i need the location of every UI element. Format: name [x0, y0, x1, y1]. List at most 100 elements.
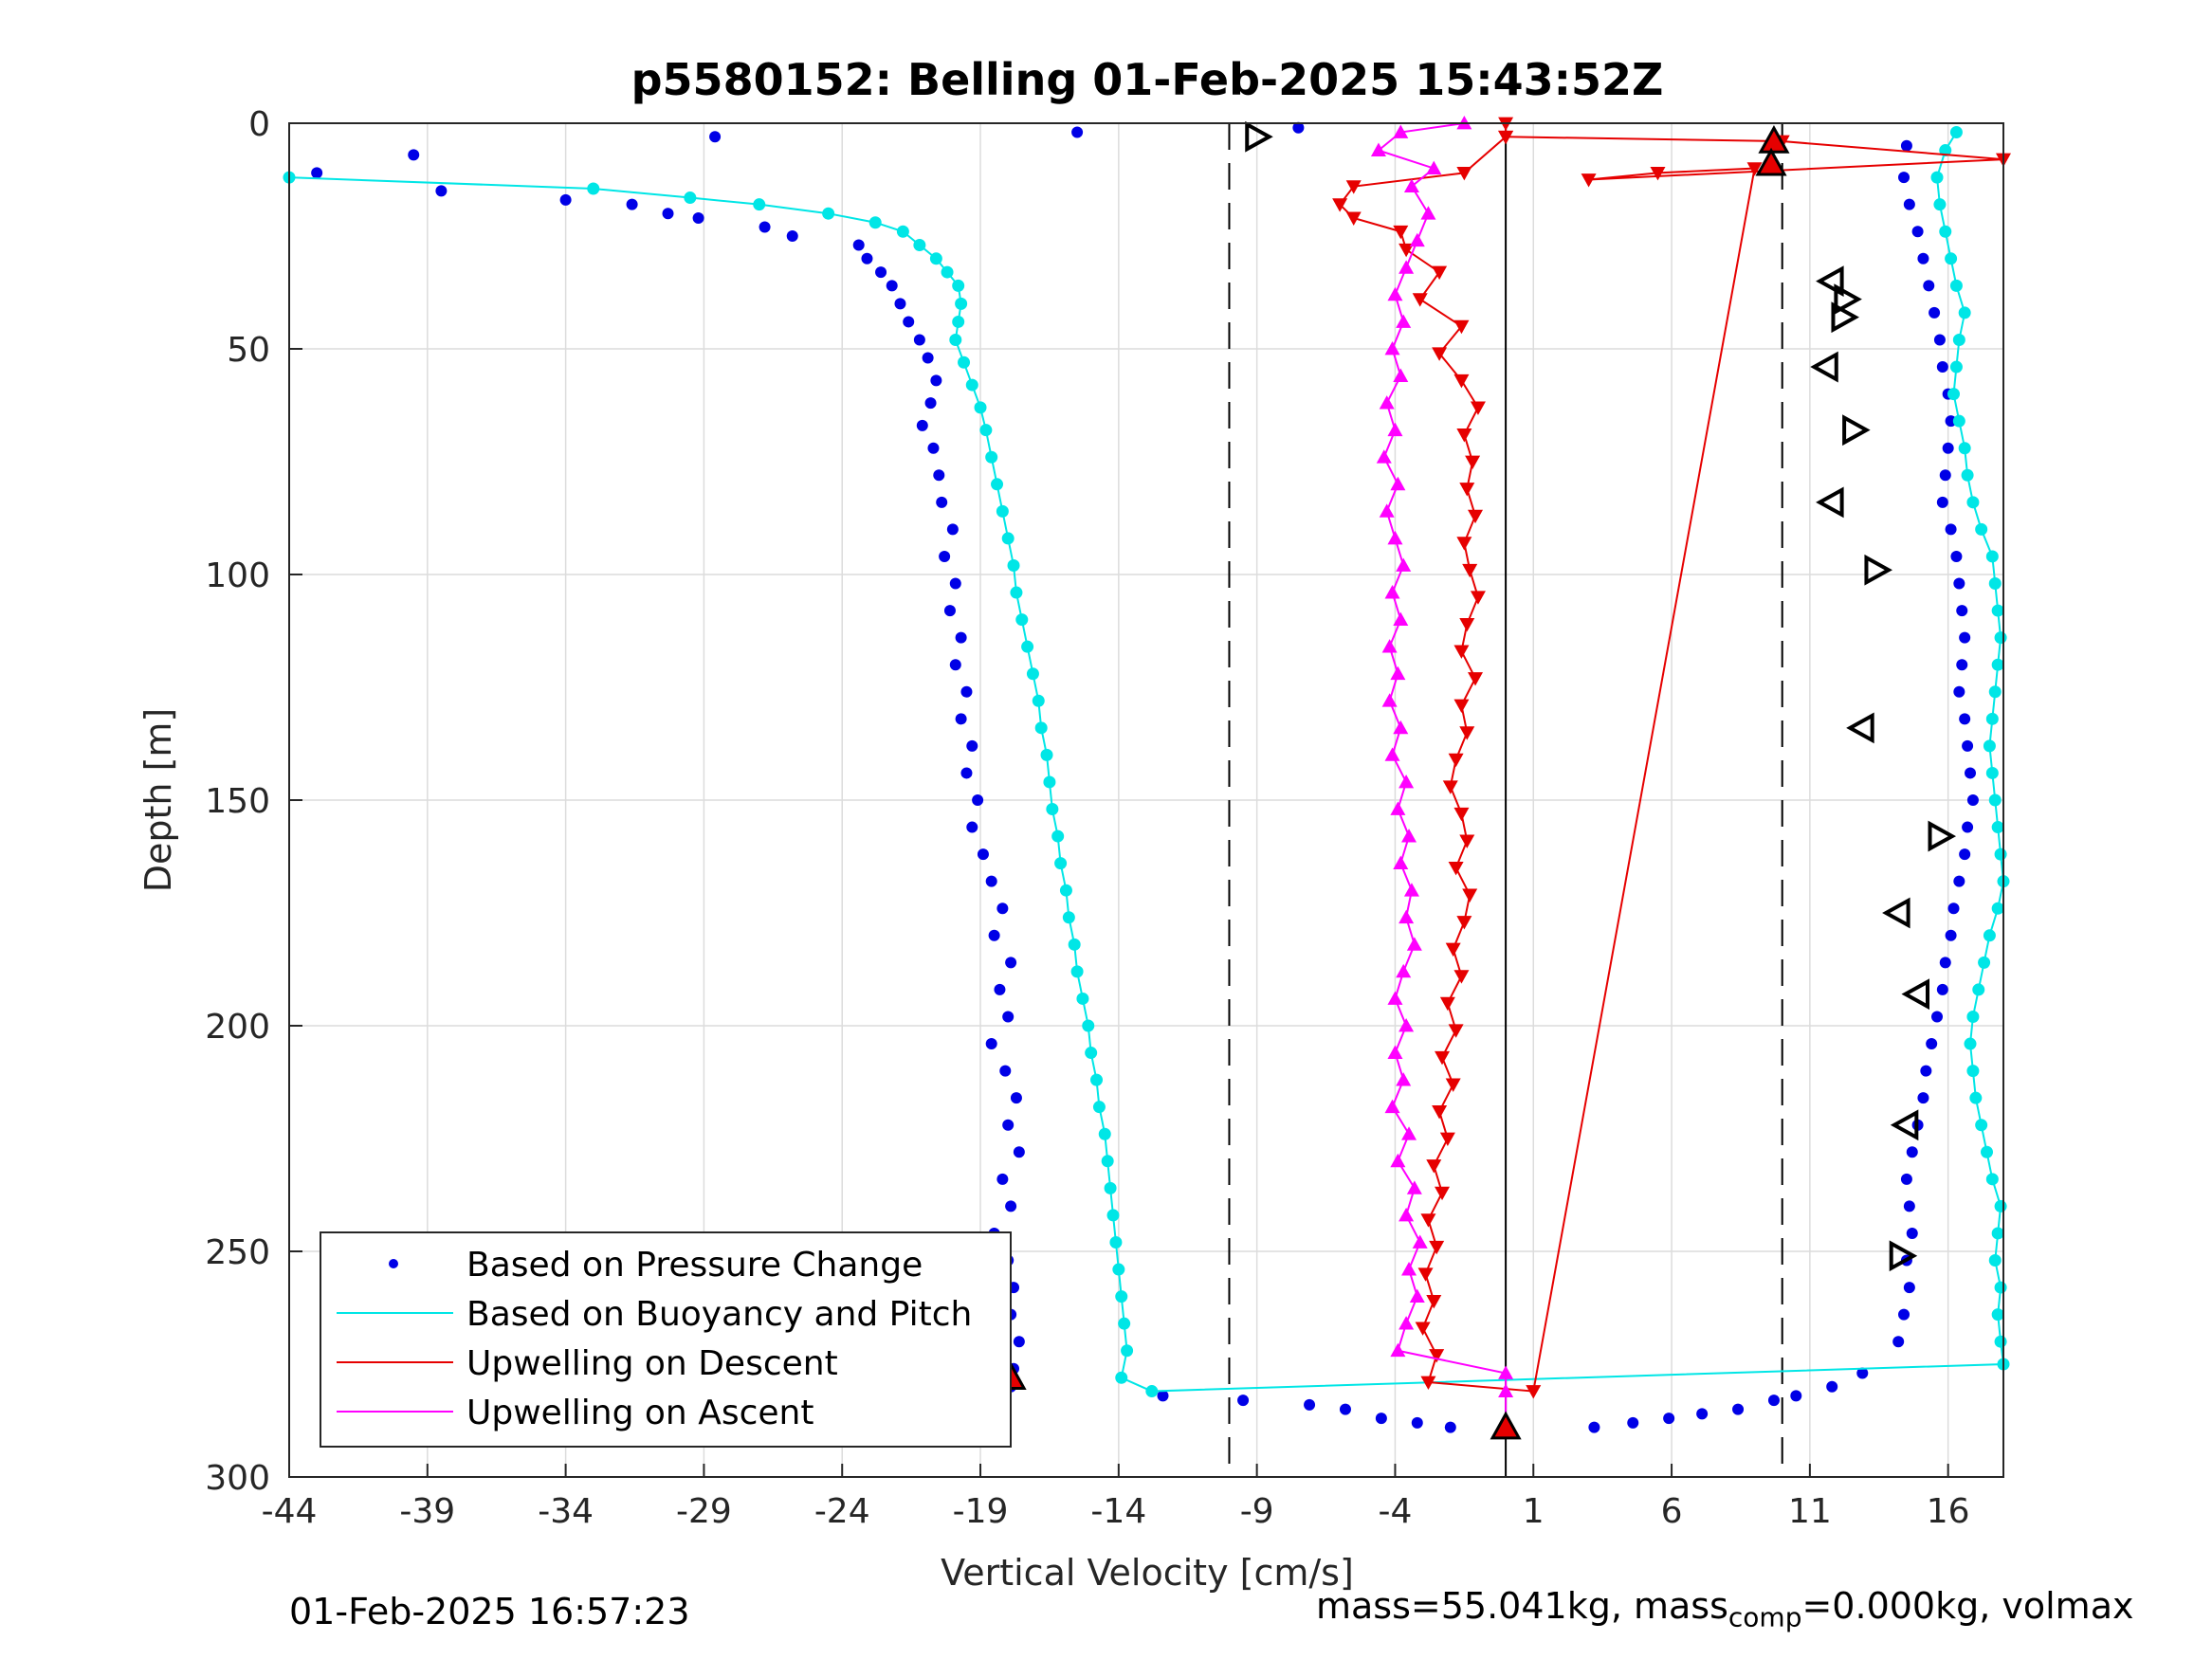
event-marker [1882, 897, 1910, 929]
data-point [960, 767, 973, 779]
data-point [1432, 1105, 1448, 1120]
data-point [1376, 449, 1392, 464]
data-point [1059, 884, 1072, 897]
data-point [1145, 1385, 1159, 1398]
data-point [875, 266, 887, 279]
data-point [949, 333, 962, 346]
data-point [1767, 1395, 1780, 1407]
data-point [1390, 1153, 1406, 1168]
data-point [1965, 767, 1977, 779]
data-point [861, 252, 873, 264]
data-point [1959, 848, 1971, 861]
data-point [1092, 1101, 1106, 1114]
data-point [1007, 558, 1020, 572]
y-tick-label: 200 [205, 1008, 270, 1047]
data-point [1456, 537, 1472, 551]
data-point [1412, 293, 1428, 307]
y-tick-label: 50 [227, 331, 270, 370]
data-point [1942, 442, 1954, 454]
data-point [1947, 902, 1960, 915]
data-point [1387, 286, 1403, 301]
data-point [1076, 992, 1089, 1005]
data-point [1157, 1390, 1169, 1402]
data-point [1962, 821, 1974, 833]
data-point [1991, 821, 2004, 834]
data-point [1952, 414, 1965, 428]
data-point [1958, 442, 1971, 455]
data-point [1856, 1367, 1869, 1379]
data-point [1923, 280, 1935, 292]
data-point [1930, 171, 1944, 184]
data-point [1966, 1010, 1980, 1023]
data-point [852, 239, 865, 251]
data-point [1439, 996, 1455, 1012]
data-point [955, 631, 967, 644]
data-point [1453, 645, 1470, 659]
data-point [1398, 1207, 1415, 1222]
data-point [1384, 585, 1400, 599]
data-point [1448, 753, 1464, 768]
data-point [1456, 166, 1472, 181]
data-point [1962, 739, 1974, 752]
data-point [1040, 748, 1053, 761]
data-point [1393, 855, 1409, 870]
x-tick-label: -19 [953, 1492, 1009, 1531]
event-marker [1816, 265, 1844, 297]
data-point [1991, 1227, 2004, 1240]
data-point [1903, 1200, 1915, 1212]
data-point [311, 167, 323, 179]
data-point [1929, 306, 1941, 319]
data-point [1988, 577, 2002, 591]
data-point [1070, 965, 1084, 978]
data-point [903, 316, 915, 328]
chart-title: p5580152: Belling 01-Feb-2025 15:43:52Z [631, 54, 1664, 105]
data-point [1988, 685, 2002, 699]
data-point [1448, 1024, 1464, 1038]
series-0 [311, 121, 1979, 1438]
data-point [1026, 667, 1039, 681]
data-point [709, 131, 722, 143]
event-marker [1834, 283, 1862, 316]
data-point [1396, 1072, 1412, 1086]
data-point [960, 685, 973, 698]
data-point [1994, 631, 2007, 645]
data-point [759, 221, 771, 233]
x-tick-label: -29 [676, 1492, 732, 1531]
data-point [1403, 883, 1419, 897]
data-point [994, 983, 1006, 995]
x-tick-label: 11 [1788, 1492, 1832, 1531]
data-point [1370, 142, 1386, 156]
data-point [1085, 1047, 1098, 1060]
data-point [786, 230, 798, 242]
footer-timestamp: 01-Feb-2025 16:57:23 [289, 1591, 690, 1632]
data-point [896, 225, 909, 238]
data-point [1071, 126, 1084, 138]
data-point [1401, 1126, 1417, 1140]
data-point [1098, 1127, 1111, 1140]
data-point [886, 280, 898, 292]
data-point [1112, 1263, 1125, 1276]
data-point [958, 356, 971, 369]
data-point [1933, 334, 1946, 346]
data-point [1900, 1173, 1912, 1185]
data-point [1121, 1344, 1134, 1358]
data-point [1945, 523, 1957, 536]
y-tick-label: 150 [205, 782, 270, 821]
data-point [1090, 1073, 1104, 1086]
data-point [1032, 694, 1045, 707]
data-point [1398, 1018, 1415, 1032]
data-point [996, 902, 1009, 915]
data-point [1959, 631, 1971, 644]
data-point [1933, 198, 1947, 211]
data-point [1956, 659, 1968, 671]
data-point [949, 577, 961, 590]
data-point [1345, 211, 1362, 226]
event-marker [1816, 486, 1844, 519]
data-point [1415, 1322, 1431, 1336]
footer-mass-info: mass=55.041kg, masscomp=0.000kg, volmax [1316, 1585, 2133, 1633]
event-marker [1846, 712, 1874, 744]
x-tick-label: 16 [1927, 1492, 1970, 1531]
data-point [1426, 160, 1442, 174]
data-point [1390, 665, 1406, 681]
data-point [1432, 347, 1448, 361]
